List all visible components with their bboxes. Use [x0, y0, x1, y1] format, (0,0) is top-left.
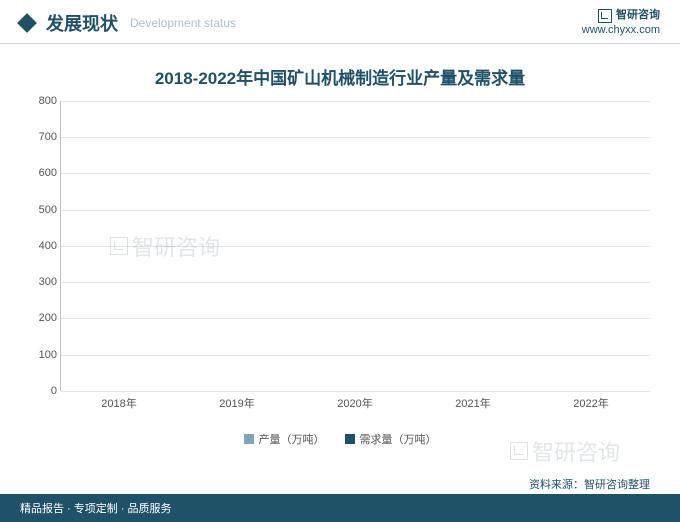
watermark: 智研咨询 — [110, 230, 220, 262]
x-tick-label: 2019年 — [184, 395, 290, 411]
brand-url: www.chyxx.com — [582, 23, 660, 38]
y-tick-label: 300 — [31, 276, 57, 288]
x-tick-label: 2022年 — [538, 395, 644, 411]
y-tick-label: 200 — [31, 312, 57, 324]
footer: 精品报告 · 专项定制 · 品质服务 — [0, 494, 680, 522]
legend-swatch — [244, 434, 254, 444]
x-tick-label: 2020年 — [302, 395, 408, 411]
footer-left: 精品报告 · 专项定制 · 品质服务 — [20, 500, 172, 516]
brand: 智研咨询 — [582, 8, 660, 23]
y-tick-label: 800 — [31, 95, 57, 107]
diamond-icon — [17, 13, 37, 33]
header-right: 智研咨询 www.chyxx.com — [582, 8, 660, 39]
grid-line — [61, 391, 650, 392]
x-tick-label: 2021年 — [420, 395, 526, 411]
brand-icon — [598, 9, 612, 23]
section-title: 发展现状 — [46, 10, 118, 36]
y-tick-label: 500 — [31, 204, 57, 216]
legend-label: 需求量（万吨） — [360, 431, 437, 447]
y-tick-label: 700 — [31, 131, 57, 143]
chart-title: 2018-2022年中国矿山机械制造行业产量及需求量 — [30, 64, 650, 89]
watermark-text: 智研咨询 — [532, 435, 620, 467]
legend-label: 产量（万吨） — [259, 431, 325, 447]
chart-container: 2018-2022年中国矿山机械制造行业产量及需求量 0 100 200 300 400… — [0, 44, 680, 447]
x-axis-labels: 2018年 2019年 2020年 2021年 2022年 — [60, 395, 650, 411]
header: 发展现状 Development status 智研咨询 www.chyxx.c… — [0, 0, 680, 44]
source-label: 资料来源：智研咨询整理 — [529, 476, 650, 492]
x-tick-label: 2018年 — [66, 395, 172, 411]
watermark-icon — [110, 237, 128, 255]
y-tick-label: 600 — [31, 167, 57, 179]
watermark: 智研咨询 — [510, 435, 620, 467]
y-tick-label: 0 — [31, 385, 57, 397]
legend-item: 需求量（万吨） — [345, 431, 437, 447]
y-tick-label: 400 — [31, 240, 57, 252]
brand-name: 智研咨询 — [616, 8, 660, 23]
chart: 0100200300400500600700800 2018年2019年2020… — [60, 101, 650, 431]
header-left: 发展现状 Development status — [20, 10, 236, 36]
section-subtitle: Development status — [130, 16, 236, 30]
y-tick-label: 100 — [31, 349, 57, 361]
watermark-icon — [510, 442, 528, 460]
legend-swatch — [345, 434, 355, 444]
watermark-text: 智研咨询 — [132, 230, 220, 262]
legend-item: 产量（万吨） — [244, 431, 325, 447]
